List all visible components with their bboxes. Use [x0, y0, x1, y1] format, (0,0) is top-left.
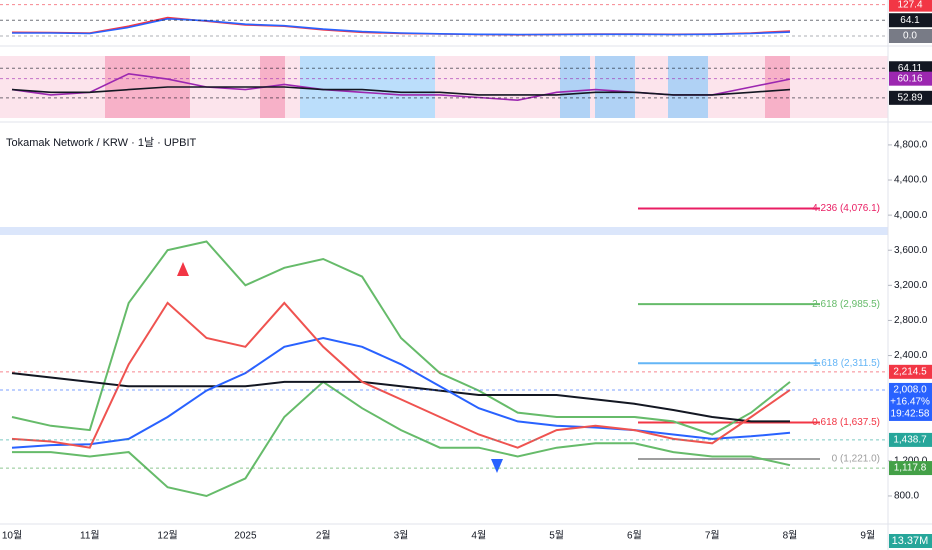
price-label: 2,214.5 — [893, 366, 927, 377]
price-label: 2,008.0 — [893, 385, 927, 396]
zone — [0, 227, 888, 235]
y-tick-label: 3,600.0 — [894, 245, 928, 256]
price-label-box — [889, 432, 932, 447]
price-label-detail: 19:42:58 — [891, 409, 930, 420]
price-label-box — [889, 0, 932, 12]
y-tick-label: 1,200.0 — [894, 455, 928, 466]
price-label: 64.11 — [898, 63, 923, 74]
x-tick-label: 6월 — [627, 530, 642, 542]
series-line — [12, 17, 791, 36]
fib-label: 0 (1,221.0) — [832, 454, 880, 465]
volume-label: 13.37M — [892, 535, 929, 547]
price-label-box — [889, 382, 932, 421]
y-tick-label: 4,800.0 — [894, 140, 928, 151]
band — [765, 56, 790, 118]
x-tick-label: 3월 — [394, 530, 409, 542]
buy-signal — [491, 459, 503, 473]
y-tick-label: 4,400.0 — [894, 175, 928, 186]
price-label-detail: +16.47% — [890, 397, 930, 408]
fib-label: 4.236 (4,076.1) — [812, 203, 880, 214]
series-line — [11, 240, 791, 436]
price-label-box — [889, 29, 932, 43]
band — [300, 56, 435, 118]
x-tick-label: 10월 — [2, 530, 22, 542]
series-line — [11, 336, 791, 449]
price-label: 64.1 — [900, 15, 920, 26]
y-tick-label: 2,800.0 — [894, 315, 928, 326]
price-label: 127.4 — [897, 0, 922, 10]
price-label: 60.16 — [897, 73, 922, 84]
price-label-box — [889, 13, 932, 28]
y-tick-label: 2,400.0 — [894, 350, 928, 361]
y-tick-label: 3,200.0 — [894, 280, 928, 291]
x-tick-label: 4월 — [471, 530, 486, 542]
price-label-box — [889, 461, 932, 476]
price-label: 1,438.7 — [893, 435, 927, 446]
fib-label: 2.618 (2,985.5) — [812, 299, 880, 310]
volume-label-box — [889, 534, 932, 548]
band — [595, 56, 635, 118]
price-label: 1,117.8 — [894, 463, 927, 474]
chart-title: Tokamak Network / KRW · 1날 · UPBIT — [6, 136, 197, 149]
price-label: 52.89 — [897, 92, 922, 103]
y-tick-label: 4,000.0 — [894, 210, 928, 221]
fib-label: 1.618 (2,311.5) — [813, 358, 880, 369]
band — [668, 56, 708, 118]
sell-signal — [177, 262, 189, 276]
series-line — [11, 301, 791, 449]
x-tick-label: 2월 — [316, 530, 331, 542]
series-line — [12, 380, 791, 498]
series-line — [11, 86, 791, 96]
fib-label: 0.618 (1,637.5) — [812, 417, 880, 428]
x-tick-label: 11월 — [80, 530, 100, 542]
band — [560, 56, 590, 118]
panel-bands — [0, 56, 888, 235]
x-tick-label: 5월 — [549, 530, 564, 542]
price-label: 0.0 — [903, 31, 917, 42]
x-tick-label: 2025 — [234, 531, 257, 542]
x-tick-label: 12월 — [157, 530, 177, 542]
price-label-box — [889, 90, 932, 105]
series-line — [11, 372, 790, 423]
x-tick-label: 9월 — [860, 530, 875, 542]
x-tick-label: 7월 — [705, 530, 720, 542]
price-label-box — [889, 364, 932, 379]
y-tick-label: 800.0 — [894, 491, 919, 502]
price-label-box — [889, 71, 932, 86]
x-tick-label: 8월 — [783, 530, 798, 542]
